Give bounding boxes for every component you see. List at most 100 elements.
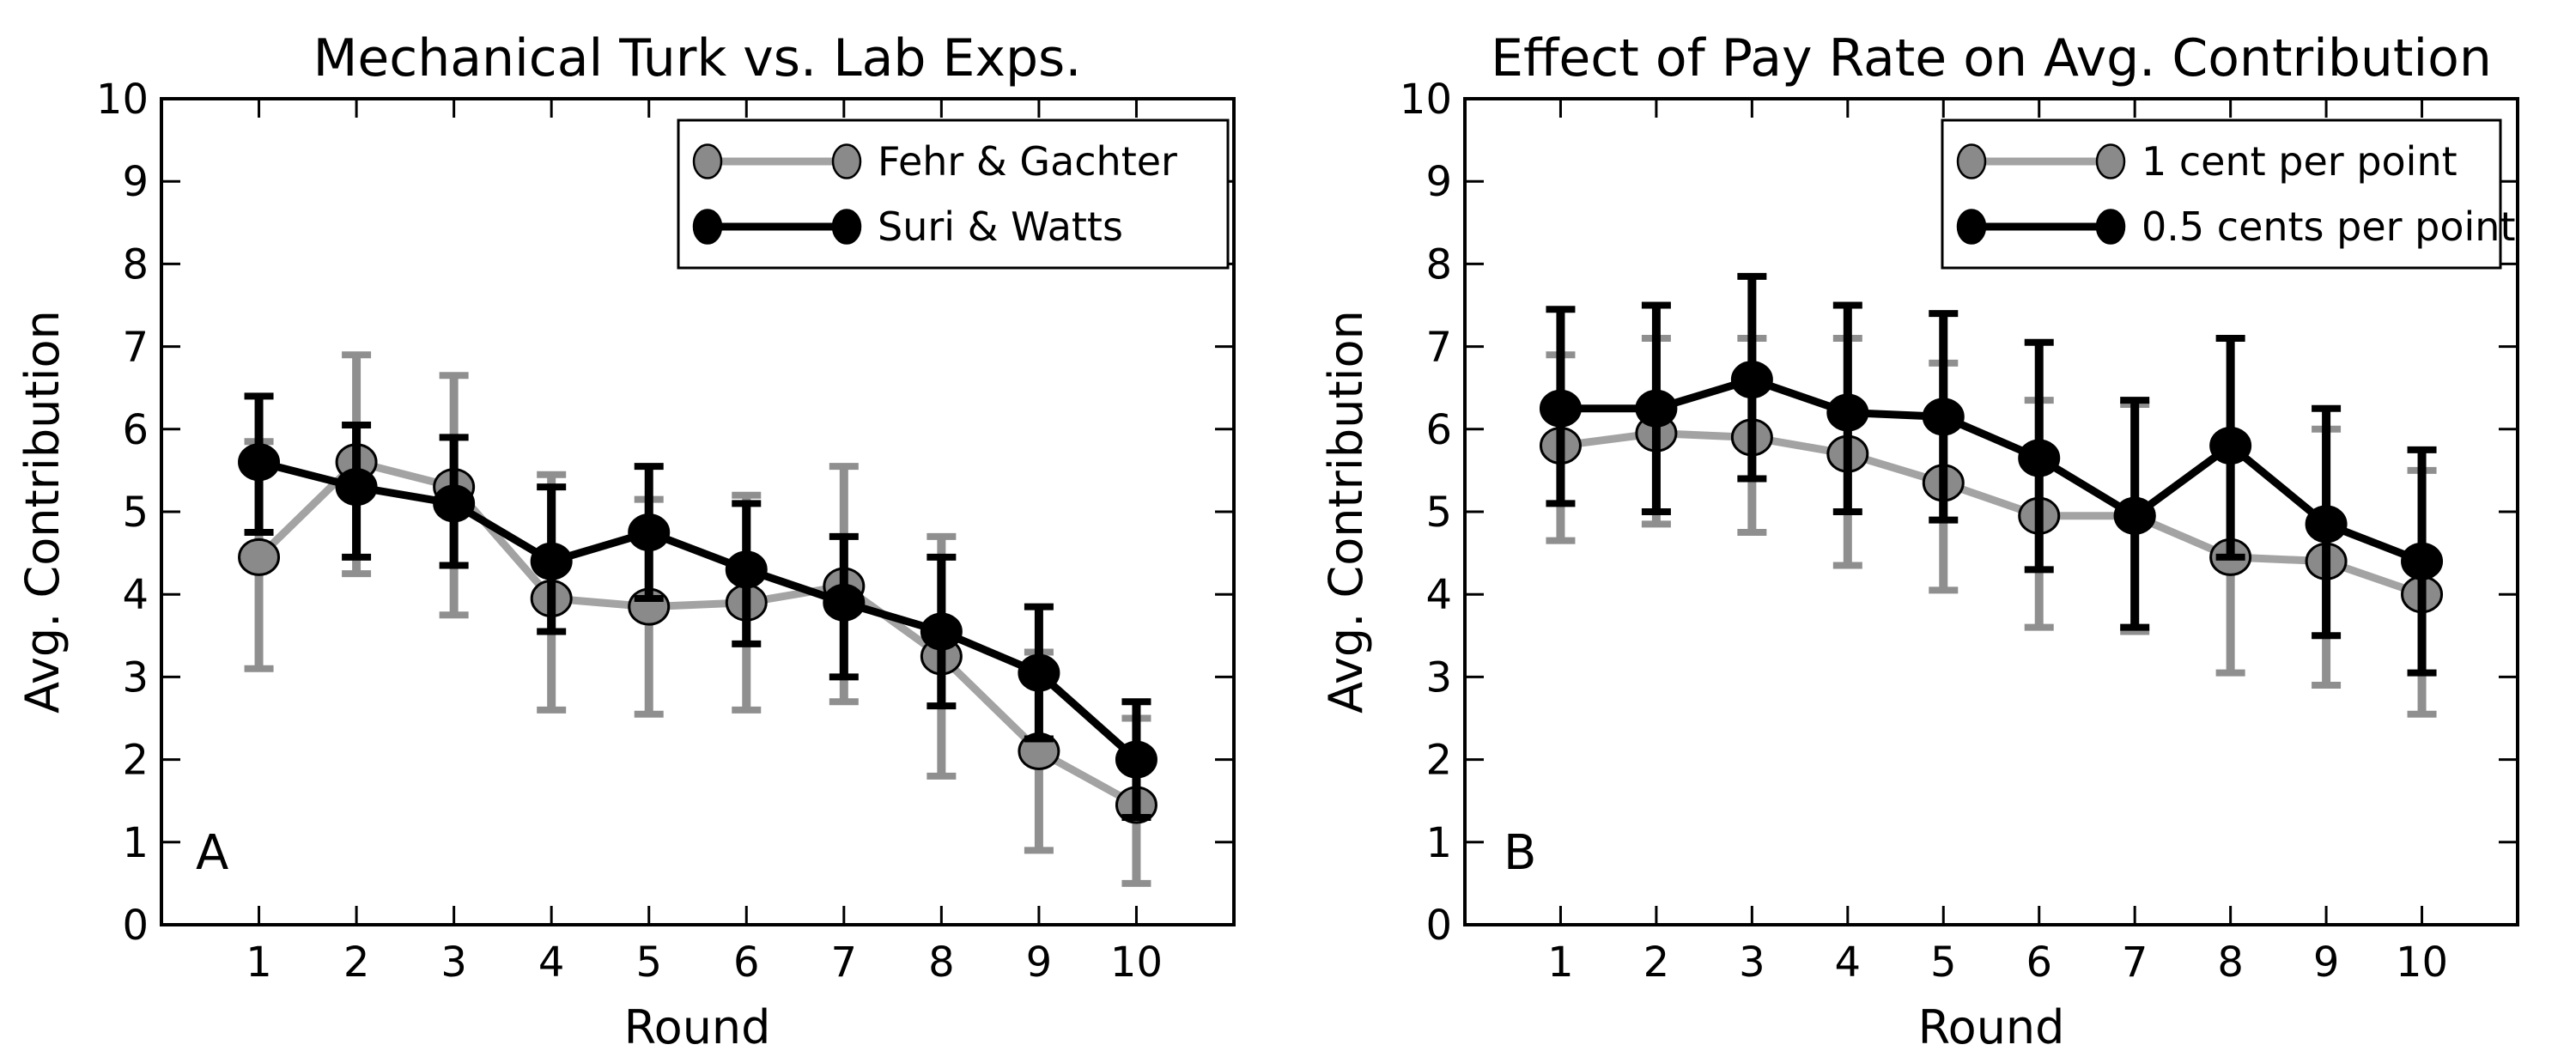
panel-b-ylabel: Avg. Contribution bbox=[1319, 310, 1373, 714]
panel-a-ytick-label: 3 bbox=[122, 653, 149, 702]
panel-a-series-suri-watts-marker bbox=[530, 542, 573, 580]
panel-b-ytick-label: 0 bbox=[1425, 902, 1452, 950]
panel-b-ytick-label: 6 bbox=[1425, 406, 1452, 454]
panel-a-xtick-label: 2 bbox=[343, 938, 370, 987]
panel-b-xtick-label: 6 bbox=[2026, 938, 2052, 987]
panel-a-series-suri-watts-marker bbox=[823, 583, 866, 622]
panel-a-legend-sample-marker bbox=[831, 209, 862, 245]
panel-b-series-0-5-cents-per-point-marker bbox=[1826, 393, 1869, 432]
panel-a-title: Mechanical Turk vs. Lab Exps. bbox=[313, 28, 1082, 88]
panel-a-xtick-label: 9 bbox=[1026, 938, 1053, 987]
panel-a-series-suri-watts-marker bbox=[1115, 740, 1157, 779]
panel-a-xtick-label: 5 bbox=[635, 938, 662, 987]
panel-a-texts: Mechanical Turk vs. Lab Exps. Round Avg.… bbox=[15, 28, 1081, 1054]
panel-b-frame bbox=[1463, 97, 2519, 926]
panel-a: 1 2 3 4 5 6 7 8 9 10 0 1 2 3 4 5 6 7 8 9 10 Fehr & Gachter Sur… bbox=[96, 76, 1236, 987]
panel-a-ytick-label: 1 bbox=[122, 819, 149, 867]
panel-a-ytick-label: 5 bbox=[122, 489, 149, 537]
panel-b-ytick-label: 7 bbox=[1425, 324, 1452, 372]
panel-b-series-0-5-cents-per-point-line bbox=[1560, 375, 2424, 565]
panel-a-series-fehr-gachter-marker bbox=[238, 538, 281, 576]
panel-b-ytick-label: 2 bbox=[1425, 737, 1452, 785]
panel-a-xtick-label: 4 bbox=[538, 938, 565, 987]
panel-b-xtick-label: 4 bbox=[1835, 938, 1862, 987]
panel-a-ytick-label: 4 bbox=[122, 571, 149, 619]
panel-b-legend-label: 1 cent per point bbox=[2142, 138, 2458, 185]
panel-a-ytick-label: 7 bbox=[122, 324, 149, 372]
panel-b-legend-box bbox=[1941, 118, 2502, 270]
panel-b-xtick-label: 9 bbox=[2313, 938, 2340, 987]
panel-a-xtick-label: 1 bbox=[246, 938, 272, 987]
panel-a-ytick-label: 0 bbox=[122, 902, 149, 950]
panel-b-series-0-5-cents-per-point-marker bbox=[2401, 542, 2444, 580]
panel-b-legend: 1 cent per point 0.5 cents per point bbox=[1941, 118, 2516, 270]
panel-b-legend-sample-marker bbox=[2095, 143, 2126, 179]
panel-b-series-0-5-cents-per-point bbox=[1539, 272, 2444, 677]
panel-a-series-fehr-gachter-line bbox=[256, 458, 1139, 809]
panel-a-series-suri-watts-marker bbox=[238, 443, 281, 482]
panel-b-texts: Effect of Pay Rate on Avg. Contribution … bbox=[1319, 28, 2492, 1054]
panel-b-xtick-label: 1 bbox=[1547, 938, 1574, 987]
panel-a-ytick-label: 6 bbox=[122, 406, 149, 454]
panel-b-xtick-label: 3 bbox=[1739, 938, 1765, 987]
panel-b-series-0-5-cents-per-point-marker bbox=[2209, 427, 2252, 465]
panel-b-xtick-label: 2 bbox=[1643, 938, 1670, 987]
panel-b-xtick-label: 8 bbox=[2217, 938, 2244, 987]
panel-a-ytick-label: 8 bbox=[122, 240, 149, 289]
panel-a-legend-box bbox=[677, 118, 1230, 270]
panel-b-series-0-5-cents-per-point-marker bbox=[2305, 505, 2348, 544]
panel-b-series-0-5-cents-per-point-marker bbox=[1922, 398, 1965, 436]
panel-b-xlabel: Round bbox=[1918, 1000, 2065, 1054]
panel-a-series-suri-watts-marker bbox=[920, 612, 963, 651]
panel-b-title: Effect of Pay Rate on Avg. Contribution bbox=[1491, 28, 2492, 88]
panel-a-ytick-label: 2 bbox=[122, 737, 149, 785]
panel-a-ytick-label: 10 bbox=[96, 76, 149, 124]
panel-a-legend-label: Fehr & Gachter bbox=[878, 138, 1177, 185]
panel-a-series-suri-watts-marker bbox=[433, 484, 476, 523]
panel-b-xtick-label: 10 bbox=[2396, 938, 2448, 987]
panel-a-series-suri-watts-marker bbox=[725, 550, 768, 589]
panel-b-legend-sample-marker bbox=[1956, 209, 1987, 245]
panel-b-ytick-label: 5 bbox=[1425, 489, 1452, 537]
panel-a-legend: Fehr & Gachter Suri & Watts bbox=[677, 118, 1230, 270]
panel-a-legend-sample-marker bbox=[831, 143, 862, 179]
panel-a-xtick-label: 3 bbox=[440, 938, 467, 987]
panel-a-ytick-label: 9 bbox=[122, 158, 149, 206]
panel-b-series-1-cent-per-point-line bbox=[1559, 429, 2424, 598]
panel-a-xtick-label: 10 bbox=[1110, 938, 1163, 987]
panel-a-legend-label: Suri & Watts bbox=[878, 203, 1123, 250]
panel-b-series-0-5-cents-per-point-marker bbox=[2113, 496, 2156, 535]
panel-a-series-suri-watts-line bbox=[258, 458, 1139, 762]
panel-a-series-suri-watts-marker bbox=[1018, 653, 1060, 692]
panel-a-ylabel: Avg. Contribution bbox=[15, 310, 70, 714]
panel-a-frame bbox=[160, 97, 1236, 926]
panel-b-ytick-label: 10 bbox=[1400, 76, 1452, 124]
panel-b: 1 2 3 4 5 6 7 8 9 10 0 1 2 3 4 5 6 7 8 9 10 1 cent per point 0… bbox=[1400, 76, 2519, 987]
panel-a-letter: A bbox=[196, 825, 228, 881]
panel-b-ytick-label: 1 bbox=[1425, 819, 1452, 867]
panel-b-ytick-label: 4 bbox=[1425, 571, 1452, 619]
panel-a-xlabel: Round bbox=[624, 1000, 771, 1054]
panel-a-legend-sample-marker bbox=[692, 209, 723, 245]
panel-a-series-suri-watts-marker bbox=[335, 468, 378, 507]
panel-b-letter: B bbox=[1504, 825, 1536, 881]
panel-b-xtick-label: 7 bbox=[2122, 938, 2148, 987]
panel-b-ytick-label: 9 bbox=[1425, 158, 1452, 206]
panel-b-legend-label: 0.5 cents per point bbox=[2142, 203, 2516, 250]
panel-a-xtick-label: 8 bbox=[928, 938, 955, 987]
panel-b-series-0-5-cents-per-point-marker bbox=[1730, 361, 1773, 399]
panel-b-ytick-label: 3 bbox=[1425, 653, 1452, 702]
panel-b-series-0-5-cents-per-point-marker bbox=[1539, 389, 1582, 428]
panel-a-series-suri-watts bbox=[238, 392, 1157, 821]
panel-a-legend-sample-marker bbox=[692, 143, 723, 179]
panel-b-legend-sample-marker bbox=[2095, 209, 2126, 245]
panel-a-xtick-label: 6 bbox=[733, 938, 760, 987]
panel-a-xtick-label: 7 bbox=[831, 938, 858, 987]
panel-b-series-0-5-cents-per-point-marker bbox=[2018, 439, 2061, 477]
panel-b-ytick-label: 8 bbox=[1425, 240, 1452, 289]
panel-b-legend-sample-marker bbox=[1956, 143, 1987, 179]
panel-b-series-0-5-cents-per-point-marker bbox=[1635, 389, 1678, 428]
